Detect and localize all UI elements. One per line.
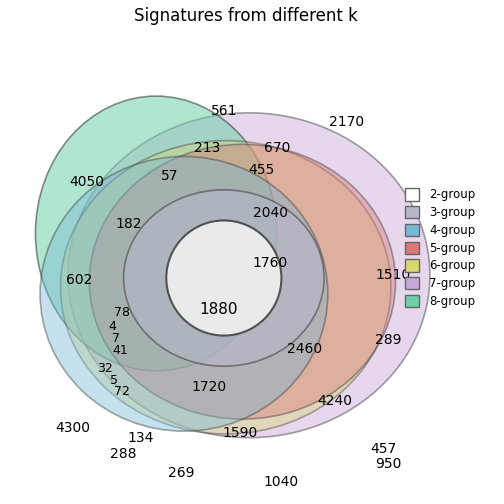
Text: 78: 78 bbox=[114, 306, 130, 319]
Text: 1880: 1880 bbox=[199, 302, 237, 317]
Text: 289: 289 bbox=[375, 333, 401, 347]
Legend: 2-group, 3-group, 4-group, 5-group, 6-group, 7-group, 8-group: 2-group, 3-group, 4-group, 5-group, 6-gr… bbox=[402, 185, 479, 311]
Ellipse shape bbox=[40, 156, 328, 431]
Text: 134: 134 bbox=[127, 430, 154, 445]
Text: 41: 41 bbox=[112, 344, 128, 357]
Text: 288: 288 bbox=[110, 448, 137, 461]
Text: 182: 182 bbox=[115, 217, 142, 231]
Text: 5: 5 bbox=[110, 373, 118, 387]
Ellipse shape bbox=[123, 190, 324, 366]
Text: 4050: 4050 bbox=[69, 175, 104, 190]
Ellipse shape bbox=[89, 144, 396, 419]
Text: 269: 269 bbox=[168, 466, 195, 480]
Text: 4300: 4300 bbox=[55, 421, 90, 435]
Text: 455: 455 bbox=[248, 163, 274, 177]
Text: 72: 72 bbox=[114, 385, 130, 398]
Text: 4: 4 bbox=[108, 320, 116, 333]
Text: 4240: 4240 bbox=[318, 394, 353, 408]
Text: 950: 950 bbox=[375, 457, 401, 471]
Text: 561: 561 bbox=[211, 104, 237, 118]
Text: 670: 670 bbox=[264, 141, 290, 155]
Text: 32: 32 bbox=[97, 361, 113, 374]
Text: 7: 7 bbox=[112, 332, 120, 345]
Text: 1510: 1510 bbox=[375, 268, 410, 282]
Text: 2040: 2040 bbox=[253, 206, 288, 220]
Text: 57: 57 bbox=[161, 169, 179, 183]
Text: 2170: 2170 bbox=[329, 115, 364, 129]
Text: 457: 457 bbox=[370, 442, 397, 456]
Text: 602: 602 bbox=[66, 273, 92, 287]
Text: 213: 213 bbox=[194, 141, 220, 155]
Text: 1720: 1720 bbox=[192, 380, 227, 394]
Title: Signatures from different k: Signatures from different k bbox=[134, 7, 358, 25]
Text: 1040: 1040 bbox=[264, 475, 299, 489]
Ellipse shape bbox=[166, 220, 281, 336]
Ellipse shape bbox=[35, 96, 277, 371]
Text: 1760: 1760 bbox=[253, 256, 288, 270]
Text: 1590: 1590 bbox=[222, 426, 257, 440]
Ellipse shape bbox=[68, 113, 430, 437]
Ellipse shape bbox=[60, 141, 391, 434]
Text: 2460: 2460 bbox=[287, 343, 322, 356]
